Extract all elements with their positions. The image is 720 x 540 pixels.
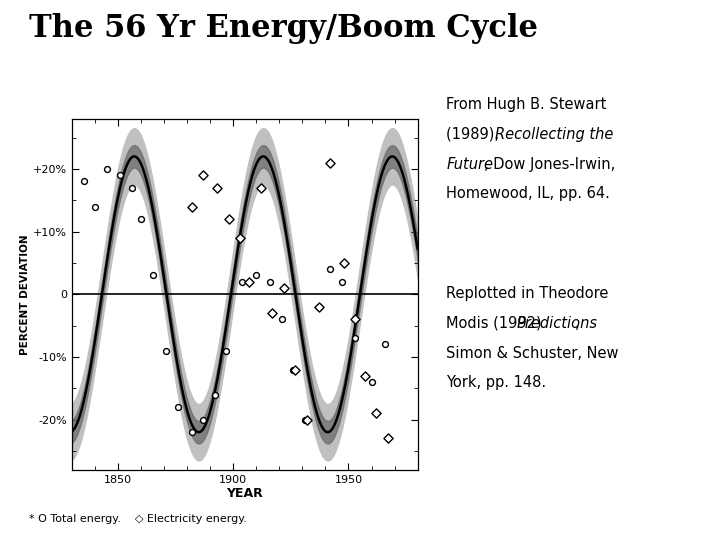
Point (223, 215, 235, 224)
X-axis label: YEAR: YEAR (226, 488, 264, 501)
Text: Predictions: Predictions (517, 316, 598, 331)
Point (78, 177, 89, 186)
Point (209, 390, 220, 399)
Point (382, 434, 393, 443)
Point (235, 234, 246, 242)
Text: Simon & Schuster, New: Simon & Schuster, New (446, 346, 619, 361)
Point (114, 171, 126, 179)
Text: Homewood, IL, pp. 64.: Homewood, IL, pp. 64. (446, 186, 611, 201)
Text: Recollecting the: Recollecting the (495, 127, 613, 142)
Point (350, 315, 361, 323)
Point (197, 415, 209, 424)
Point (101, 165, 112, 173)
Point (220, 346, 232, 355)
Text: Replotted in Theodore: Replotted in Theodore (446, 286, 609, 301)
Point (147, 271, 158, 280)
Point (243, 278, 255, 286)
Text: The 56 Yr Energy/Boom Cycle: The 56 Yr Energy/Boom Cycle (29, 14, 538, 44)
Point (338, 259, 350, 267)
Point (161, 346, 172, 355)
Point (126, 184, 138, 192)
Text: * O Total energy.    ◇ Electricity energy.: * O Total energy. ◇ Electricity energy. (29, 514, 247, 524)
Text: , Dow Jones-Irwin,: , Dow Jones-Irwin, (484, 157, 615, 172)
Point (278, 284, 289, 292)
Point (289, 365, 301, 374)
Point (336, 278, 347, 286)
Point (366, 378, 377, 387)
Point (359, 372, 370, 380)
Point (212, 184, 223, 192)
Point (266, 309, 278, 318)
Point (370, 409, 382, 418)
Point (186, 428, 197, 436)
Text: York, pp. 148.: York, pp. 148. (446, 375, 546, 390)
Point (312, 302, 324, 311)
Text: ,: , (575, 316, 579, 331)
Point (301, 415, 312, 424)
Point (264, 278, 276, 286)
Point (237, 278, 248, 286)
Point (379, 340, 391, 349)
Y-axis label: PERCENT DEVIATION: PERCENT DEVIATION (20, 234, 30, 355)
Point (89, 202, 101, 211)
Text: (1989),: (1989), (446, 127, 504, 142)
Text: Modis (1992): Modis (1992) (446, 316, 546, 331)
Text: Future: Future (446, 157, 493, 172)
Point (172, 403, 184, 411)
Point (299, 415, 310, 424)
Point (324, 265, 336, 274)
Point (350, 334, 361, 342)
Point (186, 202, 197, 211)
Point (276, 315, 287, 323)
Text: From Hugh B. Stewart: From Hugh B. Stewart (446, 97, 607, 112)
Point (324, 158, 336, 167)
Point (312, 302, 324, 311)
Point (135, 215, 147, 224)
Point (197, 171, 209, 179)
Point (251, 271, 262, 280)
Point (287, 365, 299, 374)
Point (255, 184, 266, 192)
